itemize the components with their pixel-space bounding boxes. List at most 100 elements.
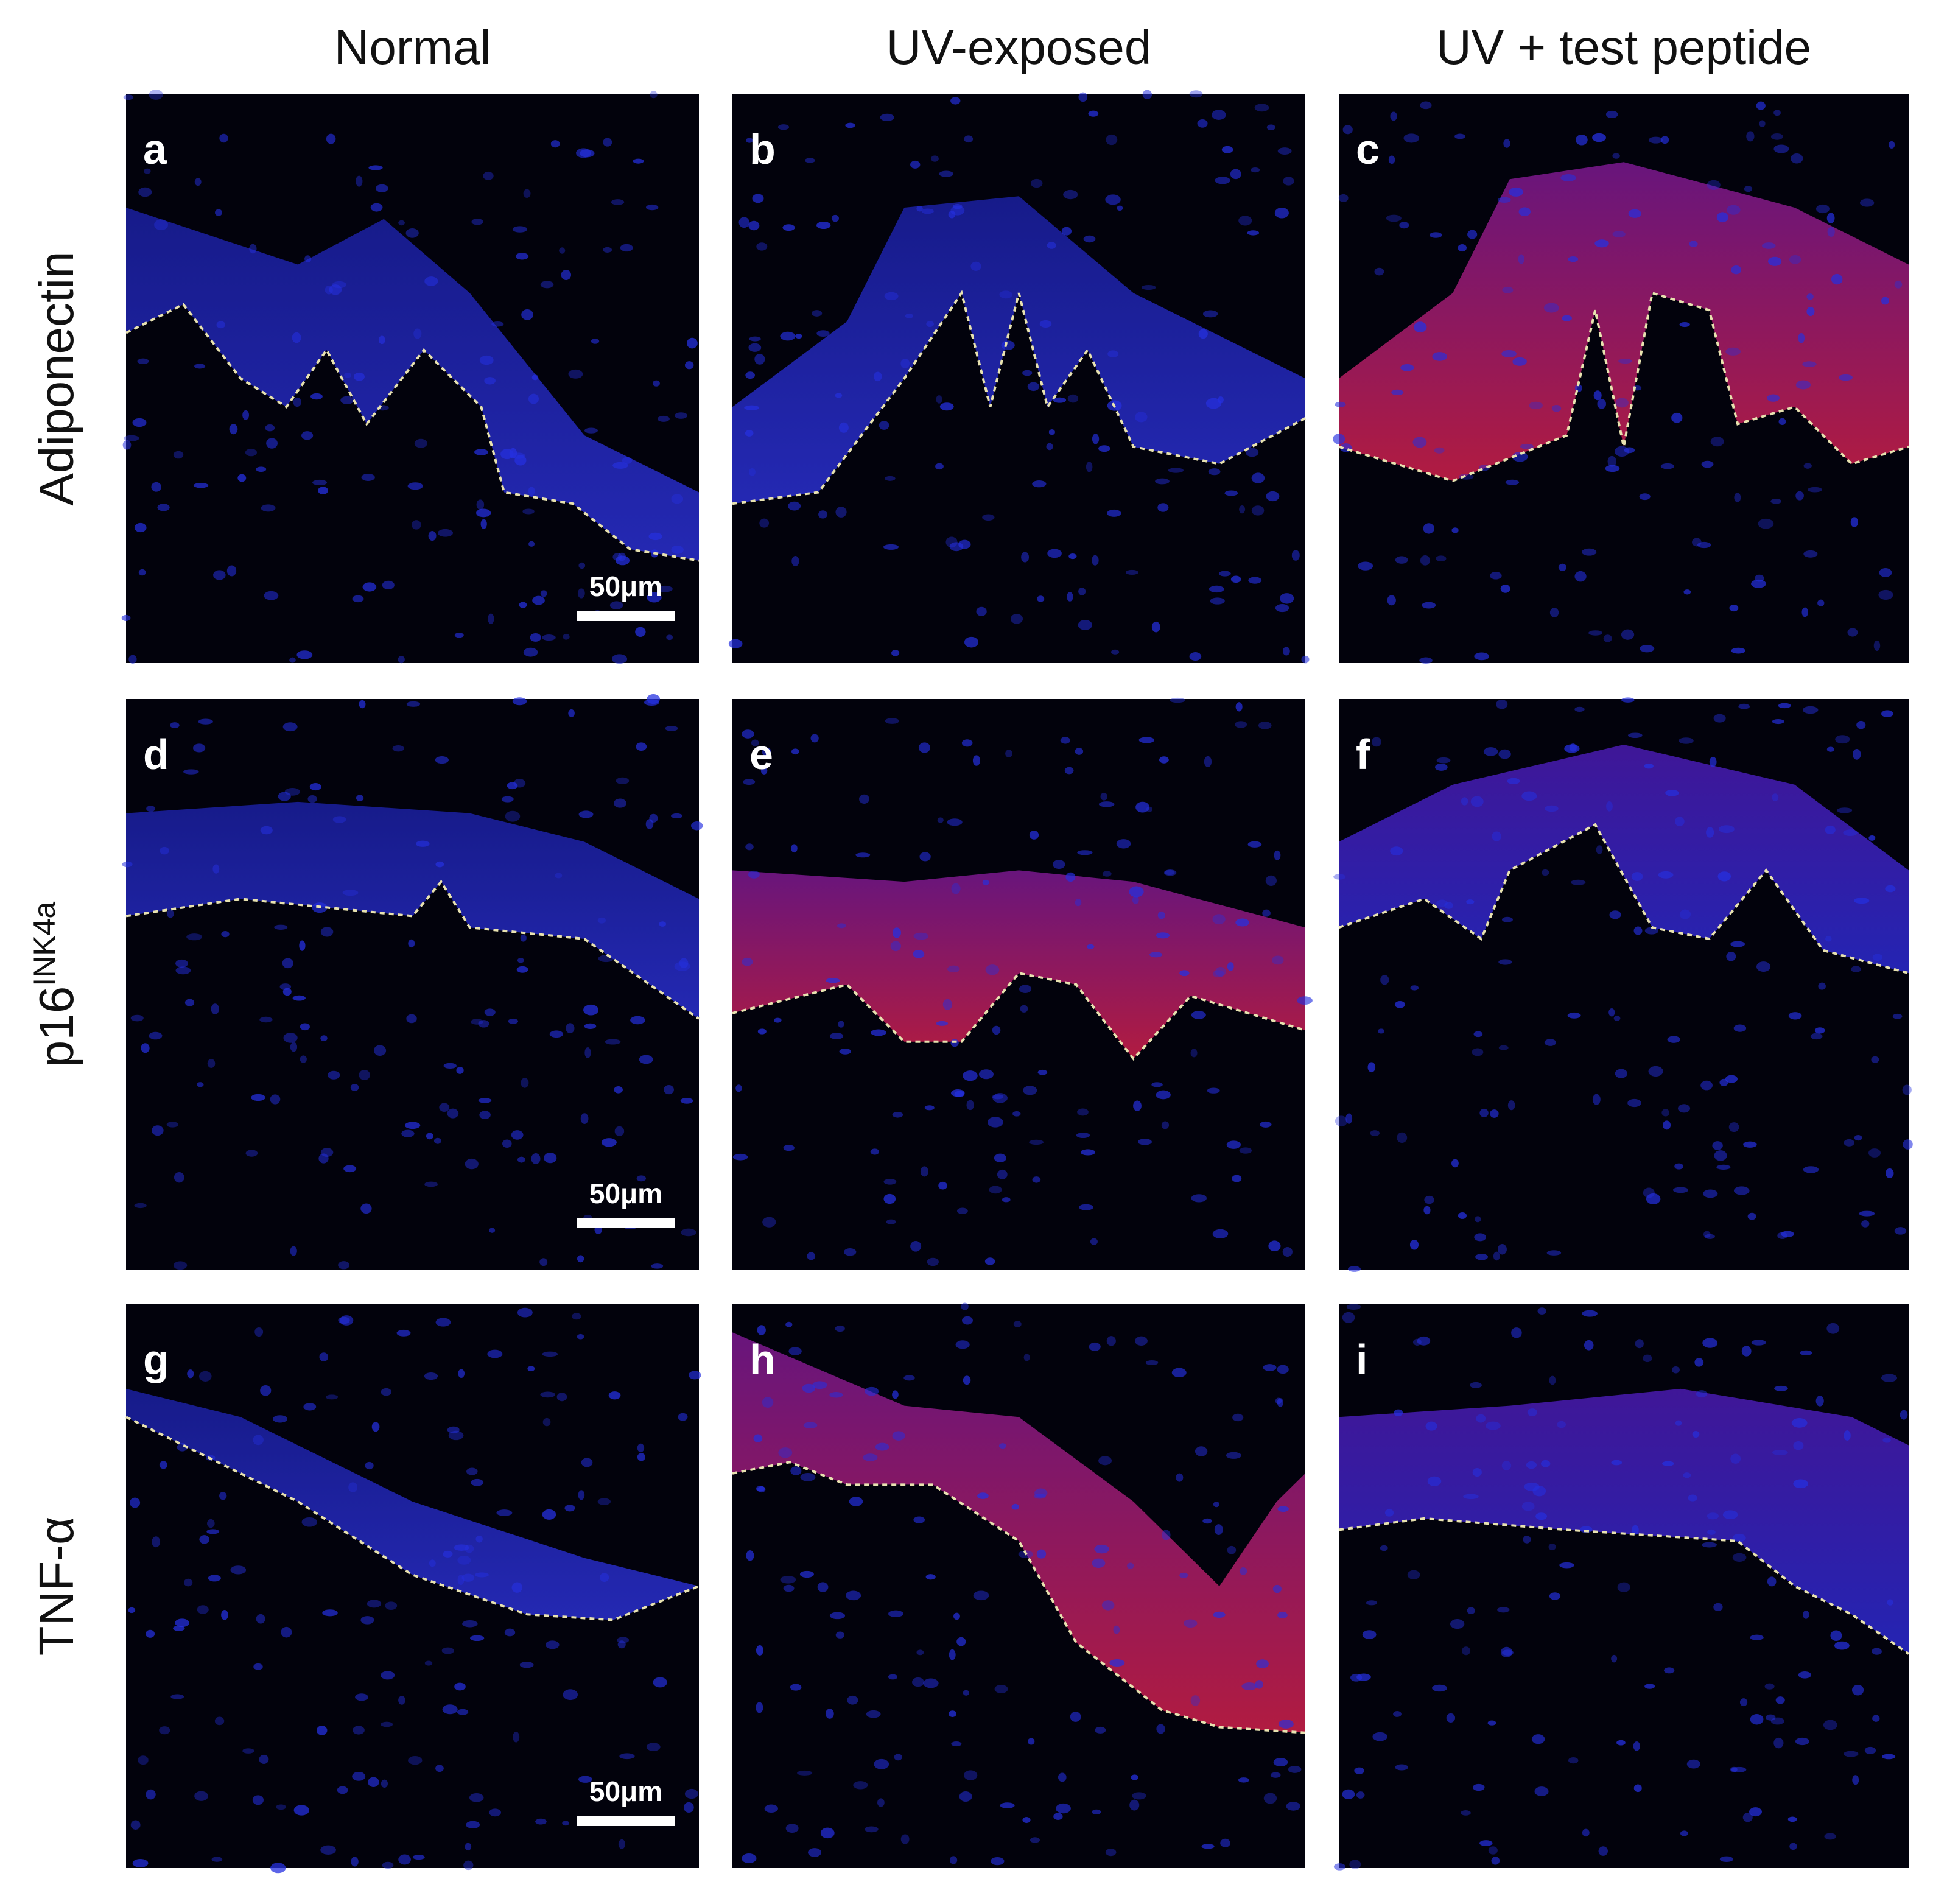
nucleus xyxy=(605,1039,621,1045)
nucleus xyxy=(1131,1774,1139,1780)
nucleus xyxy=(293,1805,309,1816)
nucleus xyxy=(964,1770,978,1780)
nucleus xyxy=(1851,966,1861,973)
nucleus xyxy=(1458,1212,1467,1219)
nucleus xyxy=(1847,628,1858,637)
nucleus xyxy=(1170,697,1185,703)
nucleus xyxy=(376,184,388,192)
nucleus xyxy=(877,1798,885,1807)
nucleus xyxy=(1198,329,1208,339)
nucleus xyxy=(1772,793,1779,801)
nucleus xyxy=(260,1385,272,1396)
nucleus xyxy=(924,1105,935,1111)
nucleus xyxy=(797,1770,813,1776)
nucleus xyxy=(563,633,570,640)
basal-membrane-line xyxy=(125,1416,700,1621)
nucleus xyxy=(1772,718,1784,725)
nucleus xyxy=(905,313,913,318)
nucleus xyxy=(1574,384,1582,393)
nucleus xyxy=(491,321,504,327)
nucleus xyxy=(198,1371,212,1382)
nucleus xyxy=(1549,1375,1556,1385)
nucleus xyxy=(463,1860,474,1871)
nucleus xyxy=(230,1565,247,1575)
nucleus xyxy=(568,709,575,717)
nucleus xyxy=(367,1600,382,1608)
nucleus xyxy=(1230,169,1241,180)
nucleus xyxy=(757,1028,767,1035)
nucleus xyxy=(1778,418,1786,425)
nucleus xyxy=(1531,1734,1545,1744)
nucleus xyxy=(987,1117,1003,1128)
nucleus xyxy=(474,449,488,455)
nucleus xyxy=(1648,136,1663,144)
nucleus xyxy=(318,487,328,494)
nucleus xyxy=(1490,1109,1499,1118)
nucleus xyxy=(949,1649,956,1660)
nucleus xyxy=(221,1609,228,1620)
nucleus xyxy=(1220,1838,1230,1847)
nucleus xyxy=(1023,1354,1030,1361)
nucleus xyxy=(1105,1849,1117,1857)
nucleus xyxy=(556,1393,567,1402)
nucleus xyxy=(964,135,974,143)
nucleus xyxy=(1803,1166,1819,1173)
nucleus xyxy=(1451,527,1459,533)
nucleus xyxy=(947,965,960,973)
nucleus xyxy=(197,1605,209,1614)
nucleus xyxy=(1730,1766,1738,1772)
nucleus xyxy=(777,124,790,130)
nucleus xyxy=(175,966,191,975)
nucleus xyxy=(1803,1610,1809,1619)
nucleus xyxy=(636,1175,647,1182)
nucleus xyxy=(146,1789,156,1800)
nucleus xyxy=(382,580,395,590)
nucleus xyxy=(1703,1231,1711,1238)
nucleus xyxy=(1879,568,1892,577)
nucleus xyxy=(1806,307,1815,317)
nucleus xyxy=(1370,1130,1380,1137)
nucleus xyxy=(609,601,623,609)
nucleus xyxy=(1774,1385,1788,1391)
row-label-text: Adiponectin xyxy=(29,251,83,505)
nucleus xyxy=(1412,1338,1422,1346)
nucleus xyxy=(122,440,132,450)
nucleus xyxy=(1065,872,1076,882)
nucleus xyxy=(484,1008,496,1016)
nucleus xyxy=(598,955,614,963)
nucleus xyxy=(1826,746,1834,752)
nucleus xyxy=(290,1042,298,1052)
nucleus xyxy=(1498,197,1511,203)
nucleus xyxy=(229,424,238,435)
nucleus xyxy=(1872,1648,1882,1655)
nucleus xyxy=(1474,1233,1486,1242)
nucleus xyxy=(412,1855,425,1860)
nucleus xyxy=(1793,1441,1804,1450)
nucleus xyxy=(1277,147,1292,155)
nucleus xyxy=(212,864,220,874)
nucleus xyxy=(844,1248,857,1256)
nucleus xyxy=(193,482,209,488)
nucleus xyxy=(1080,1149,1095,1156)
panel-letter: f xyxy=(1356,731,1370,778)
nucleus xyxy=(1346,1304,1361,1310)
nucleus xyxy=(1429,232,1442,238)
nucleus xyxy=(1034,1488,1048,1498)
nucleus xyxy=(583,1004,599,1016)
nucleus xyxy=(1029,831,1039,840)
nucleus xyxy=(1046,443,1053,451)
nucleus xyxy=(1053,397,1067,403)
nucleus xyxy=(1156,932,1170,939)
nucleus xyxy=(1632,1525,1639,1535)
nucleus xyxy=(332,816,346,823)
nucleus xyxy=(1002,1197,1011,1203)
nucleus xyxy=(1258,722,1272,729)
nucleus xyxy=(1275,604,1289,613)
nucleus xyxy=(539,1258,548,1266)
nucleus xyxy=(1078,92,1088,102)
nucleus xyxy=(884,292,899,300)
nucleus xyxy=(1850,517,1858,527)
nucleus xyxy=(151,482,161,492)
nucleus xyxy=(1722,1510,1738,1520)
